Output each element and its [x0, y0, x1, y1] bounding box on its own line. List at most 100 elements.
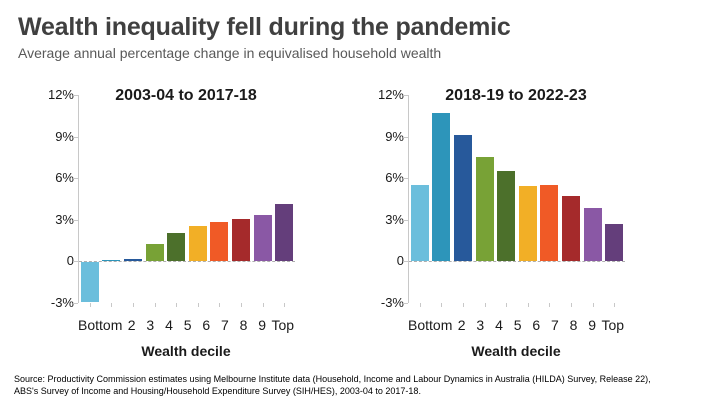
chart-title: 2003-04 to 2017-18	[115, 87, 257, 104]
x-axis-title: Wealth decile	[141, 343, 231, 359]
x-tick-mark	[197, 303, 199, 307]
y-tick-label-0: 0	[66, 253, 74, 269]
source-line-1: Source: Productivity Commission estimate…	[14, 374, 651, 384]
source-line-2: ABS's Survey of Income and Housing/House…	[14, 385, 421, 396]
x-tick-label-4: 4	[165, 317, 173, 333]
y-axis-labels: 12% 9% 6% 3% 0 -3%	[360, 88, 404, 310]
x-tick-label-6: 6	[202, 317, 211, 333]
y-tick-mark	[73, 136, 78, 138]
x-tick-mark	[484, 303, 486, 307]
x-tick-label-top: Top	[271, 317, 295, 333]
bar-4	[475, 157, 494, 262]
bar-8	[232, 219, 250, 262]
x-tick-label-top: Top	[601, 317, 625, 333]
x-tick-label-7: 7	[220, 317, 229, 333]
x-tick-label-3: 3	[476, 317, 485, 333]
x-tick-mark	[592, 303, 594, 307]
y-tick-mark	[403, 136, 408, 138]
y-tick-label-9%: 9%	[385, 128, 404, 144]
bar-6	[518, 186, 537, 262]
y-tick-label-6%: 6%	[55, 170, 74, 186]
x-tick-mark	[176, 303, 178, 307]
chart-panel-2018-19-to-2022-23: 2018-19 to 2022-23 12% 9% 6% 3% 0 -3% Bottom 2…	[360, 85, 682, 365]
x-tick-mark	[549, 303, 551, 307]
y-tick-mark	[73, 95, 78, 96]
x-tick-label-bottom: Bottom	[78, 317, 123, 333]
y-tick-label--3%: -3%	[380, 295, 404, 310]
x-tick-label-2: 2	[127, 317, 136, 333]
bar-top	[605, 224, 624, 262]
y-tick-label-3%: 3%	[55, 211, 74, 227]
y-tick-mark	[403, 303, 408, 304]
page-subtitle: Average annual percentage change in equi…	[18, 45, 442, 61]
x-tick-label-5: 5	[513, 317, 522, 333]
x-tick-mark	[89, 303, 91, 307]
bar-8	[562, 196, 580, 262]
bar-7	[210, 222, 229, 262]
x-tick-label-4: 4	[495, 317, 503, 333]
y-axis-labels: 12% 9% 6% 3% 0 -3%	[30, 88, 74, 310]
y-tick-label-0: 0	[396, 253, 404, 269]
y-tick-mark	[403, 261, 408, 263]
bar-2	[102, 260, 121, 262]
y-tick-mark	[73, 178, 78, 180]
plot-area	[73, 95, 295, 307]
x-tick-label-8: 8	[239, 317, 248, 333]
x-tick-mark	[111, 303, 113, 307]
page-title: Wealth inequality fell during the pandem…	[18, 13, 511, 41]
x-tick-label-7: 7	[550, 317, 559, 333]
bar-bottom	[410, 185, 429, 262]
x-tick-mark	[284, 303, 286, 307]
bar-2	[432, 113, 451, 262]
x-tick-label-bottom: Bottom	[408, 317, 453, 333]
x-tick-mark	[419, 303, 421, 307]
zero-baseline	[79, 261, 295, 263]
y-tick-mark	[403, 95, 408, 96]
y-tick-mark	[73, 303, 78, 304]
x-tick-mark	[506, 303, 508, 307]
source-note: Source: Productivity Commission estimate…	[14, 374, 714, 397]
y-tick-label-12%: 12%	[377, 87, 404, 102]
bar-top	[275, 204, 294, 262]
y-tick-mark	[73, 261, 78, 263]
x-tick-mark	[614, 303, 616, 307]
y-tick-label-3%: 3%	[385, 211, 404, 227]
y-tick-label--3%: -3%	[50, 295, 74, 310]
x-tick-mark	[463, 303, 464, 307]
y-tick-mark	[403, 219, 408, 221]
chart-title: 2018-19 to 2022-23	[445, 87, 587, 104]
y-tick-label-12%: 12%	[47, 87, 74, 102]
x-tick-label-9: 9	[588, 317, 597, 333]
x-axis-labels: Bottom 2 3 4 5 6 7 8 9 Top	[78, 317, 294, 333]
x-tick-mark	[262, 303, 264, 307]
header: Wealth inequality fell during the pandem…	[18, 12, 511, 62]
bar-4	[145, 244, 164, 262]
bar-5	[497, 171, 516, 262]
plot-area	[403, 95, 625, 307]
x-axis-labels: Bottom 2 3 4 5 6 7 8 9 Top	[408, 317, 624, 333]
bar-7	[540, 185, 559, 262]
x-tick-label-3: 3	[146, 317, 155, 333]
x-tick-label-5: 5	[183, 317, 192, 333]
x-tick-mark	[527, 303, 529, 307]
x-tick-mark	[441, 303, 443, 307]
y-tick-mark	[73, 219, 78, 221]
x-tick-label-9: 9	[258, 317, 267, 333]
x-tick-mark	[133, 303, 134, 307]
bar-5	[167, 233, 186, 262]
bar-bottom	[80, 262, 99, 303]
x-tick-label-6: 6	[532, 317, 541, 333]
y-tick-label-9%: 9%	[55, 128, 74, 144]
bar-3	[124, 259, 142, 262]
zero-baseline	[409, 261, 625, 263]
y-tick-mark	[403, 178, 408, 180]
x-tick-mark	[571, 303, 572, 307]
x-tick-mark	[154, 303, 156, 307]
x-tick-mark	[219, 303, 221, 307]
chart-panel-2003-04-to-2017-18: 2003-04 to 2017-18 12% 9% 6% 3% 0 -3% Bottom 2…	[30, 85, 352, 365]
bar-9	[583, 208, 602, 262]
bar-6	[188, 226, 207, 262]
x-tick-label-8: 8	[569, 317, 578, 333]
bar-9	[253, 215, 272, 262]
x-axis-title: Wealth decile	[471, 343, 561, 359]
